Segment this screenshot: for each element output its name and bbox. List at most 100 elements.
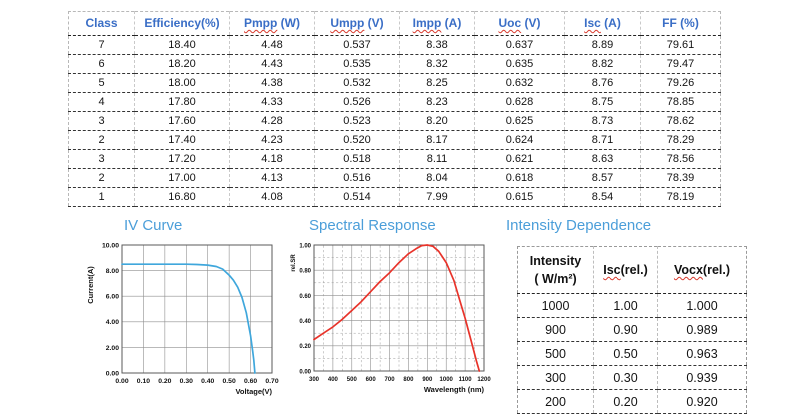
table-cell: 8.89 (564, 35, 641, 55)
table-cell: 78.39 (640, 168, 721, 188)
y-tick-label: 10.00 (102, 242, 119, 249)
table-cell: 8.11 (399, 149, 475, 169)
table-cell: 0.628 (474, 92, 565, 112)
intensity-table-header-row: Intensity ( W/m²) Isc(rel.) Vocx(rel.) (517, 246, 747, 294)
x-tick-label: 500 (347, 377, 358, 383)
column-header-word: Uoc (498, 16, 522, 30)
table-cell: 78.62 (640, 111, 721, 131)
table-cell: 4.43 (229, 54, 315, 74)
table-cell: 0.625 (474, 111, 565, 131)
column-header-unit: ( W/m²) (534, 272, 577, 286)
y-tick-label: 0.60 (299, 294, 311, 300)
x-tick-label: 0.70 (265, 378, 278, 385)
iv-curve-chart: 0.00 0.10 0.20 0.30 0.40 0.50 0.60 0.70 0.00 2.00… (86, 239, 282, 407)
table-cell: 3 (68, 149, 135, 169)
table-row: 2 17.00 4.13 0.516 8.04 0.618 8.57 78.39 (68, 168, 721, 188)
column-header: Isc (A) (564, 11, 641, 36)
table-cell: 17.60 (134, 111, 230, 131)
spectral_response-curve (313, 244, 481, 372)
table-row: 500 0.50 0.963 (517, 341, 747, 366)
table-cell: 0.537 (314, 35, 400, 55)
table-cell: 8.54 (564, 187, 641, 207)
y-tick-label: 1.00 (299, 243, 311, 249)
table-cell: 18.20 (134, 54, 230, 74)
table-cell: 4.13 (229, 168, 315, 188)
y-tick-label: 2.00 (106, 345, 119, 352)
table-cell: 8.23 (399, 92, 475, 112)
intensity-dependence-title: Intensity Dependence (506, 217, 652, 234)
table-cell: 0.618 (474, 168, 565, 188)
table-cell: 79.47 (640, 54, 721, 74)
iv-curve-title: IV Curve (124, 217, 183, 234)
column-header: Class (68, 11, 135, 36)
x-tick-label: 0.30 (180, 378, 193, 385)
table-cell: 8.63 (564, 149, 641, 169)
y-tick-label: 0.40 (299, 319, 311, 325)
x-tick-label: 700 (385, 377, 396, 383)
column-header: Pmpp (W) (229, 11, 315, 36)
table-cell: 0.518 (314, 149, 400, 169)
table-row: 6 18.20 4.43 0.535 8.32 0.635 8.82 79.47 (68, 54, 721, 74)
table-cell: 0.514 (314, 187, 400, 207)
table-cell: 17.00 (134, 168, 230, 188)
table-cell: 8.20 (399, 111, 475, 131)
table-cell: 0.535 (314, 54, 400, 74)
table-cell: 1 (68, 187, 135, 207)
table-cell: 18.40 (134, 35, 230, 55)
table-cell: 8.32 (399, 54, 475, 74)
table-cell: 78.85 (640, 92, 721, 112)
table-cell: 7.99 (399, 187, 475, 207)
table-cell: 1.00 (593, 293, 658, 318)
table-cell: 0.920 (657, 389, 747, 414)
column-header-word: Efficiency(%) (144, 16, 220, 30)
table-cell: 500 (517, 341, 594, 366)
column-header-word: Class (85, 16, 118, 30)
x-tick-label: 0.10 (137, 378, 150, 385)
table-cell: 18.00 (134, 73, 230, 93)
table-cell: 0.30 (593, 365, 658, 390)
table-cell: 17.80 (134, 92, 230, 112)
table-cell: 78.19 (640, 187, 721, 207)
electrical-parameters-body: 7 18.40 4.48 0.537 8.38 0.637 8.89 79.61 6 18.20 4… (68, 35, 721, 207)
column-header: FF (%) (640, 11, 721, 36)
table-cell: 4.48 (229, 35, 315, 55)
table-cell: 8.76 (564, 73, 641, 93)
y-axis-label: rel.SR (291, 254, 297, 272)
column-header-stack: Intensity ( W/m²) (518, 252, 593, 288)
y-tick-label: 0.00 (299, 369, 311, 375)
column-header-word: FF (662, 16, 677, 30)
table-cell: 4.38 (229, 73, 315, 93)
table-cell: 0.637 (474, 35, 565, 55)
plot-frame (121, 244, 273, 374)
table-cell: 7 (68, 35, 135, 55)
intensity-dependence-table: Intensity ( W/m²) Isc(rel.) Vocx(rel.) 1000… (517, 246, 747, 414)
table-row: 7 18.40 4.48 0.537 8.38 0.637 8.89 79.61 (68, 35, 721, 55)
table-cell: 78.29 (640, 130, 721, 150)
table-cell: 2 (68, 130, 135, 150)
table-cell: 0.516 (314, 168, 400, 188)
table-cell: 900 (517, 317, 594, 342)
table-cell: 17.20 (134, 149, 230, 169)
table-row: 1000 1.00 1.000 (517, 293, 747, 318)
column-header: Impp (A) (399, 11, 475, 36)
table-cell: 4.33 (229, 92, 315, 112)
column-header-word: Vocx (673, 263, 703, 277)
table-cell: 0.20 (593, 389, 658, 414)
table-cell: 0.989 (657, 317, 747, 342)
intensity-table-body: 1000 1.00 1.000 900 0.90 0.989 500 0.50 0.963 300… (517, 293, 747, 414)
table-cell: 0.526 (314, 92, 400, 112)
column-header: Efficiency(%) (134, 11, 230, 36)
table-cell: 5 (68, 73, 135, 93)
table-row: 300 0.30 0.939 (517, 365, 747, 390)
table-cell: 3 (68, 111, 135, 131)
column-header-word: Umpp (330, 16, 365, 30)
table-cell: 200 (517, 389, 594, 414)
iv_curve-curve (121, 263, 256, 374)
table-cell: 78.56 (640, 149, 721, 169)
x-tick-label: 0.20 (158, 378, 171, 385)
table-cell: 8.04 (399, 168, 475, 188)
column-header: Intensity ( W/m²) (517, 246, 594, 294)
table-cell: 0.635 (474, 54, 565, 74)
table-row: 2 17.40 4.23 0.520 8.17 0.624 8.71 78.29 (68, 130, 721, 150)
